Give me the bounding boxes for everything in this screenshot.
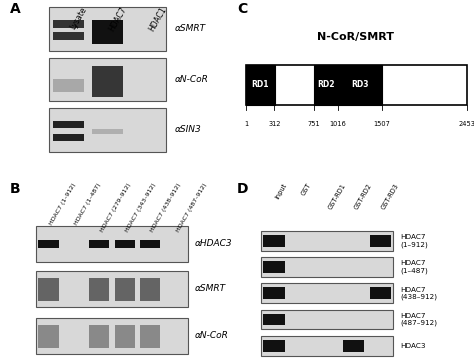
Text: RD2: RD2 xyxy=(317,81,335,89)
Text: HDAC7 (279–912): HDAC7 (279–912) xyxy=(99,182,131,233)
Bar xyxy=(53,79,84,92)
Bar xyxy=(140,240,160,248)
Text: HDAC7
(1–487): HDAC7 (1–487) xyxy=(401,260,428,274)
Bar xyxy=(38,240,59,248)
Text: αSMRT: αSMRT xyxy=(175,25,206,33)
Text: Input: Input xyxy=(274,182,288,200)
Bar xyxy=(246,65,467,105)
Text: RD3: RD3 xyxy=(351,81,368,89)
Bar xyxy=(140,278,160,301)
Bar xyxy=(92,66,123,97)
Text: αN-CoR: αN-CoR xyxy=(175,75,209,84)
Bar xyxy=(264,340,284,352)
Text: αSIN3: αSIN3 xyxy=(175,126,202,134)
Text: HDAC7 (343–912): HDAC7 (343–912) xyxy=(125,182,157,233)
Bar xyxy=(261,231,393,251)
Bar xyxy=(115,325,135,348)
Text: HDAC1: HDAC1 xyxy=(147,5,168,33)
Text: 2453: 2453 xyxy=(458,121,474,127)
Bar xyxy=(343,340,364,352)
Text: GST-RD3: GST-RD3 xyxy=(380,182,400,210)
Bar xyxy=(36,271,188,307)
Text: D: D xyxy=(237,182,248,196)
Text: RD1: RD1 xyxy=(252,81,269,89)
Bar xyxy=(264,261,284,273)
Text: C: C xyxy=(237,2,247,16)
Bar xyxy=(49,108,166,152)
Bar xyxy=(314,65,338,105)
Bar xyxy=(89,325,109,348)
Bar xyxy=(264,313,284,326)
Bar xyxy=(53,121,84,128)
Text: HDAC7 (438–912): HDAC7 (438–912) xyxy=(150,182,182,233)
Text: αHDAC3: αHDAC3 xyxy=(195,239,232,248)
Text: A: A xyxy=(9,2,20,16)
Bar xyxy=(261,336,393,356)
Text: B: B xyxy=(9,182,20,196)
Bar xyxy=(36,226,188,262)
Text: 1507: 1507 xyxy=(374,121,390,127)
Bar xyxy=(337,65,382,105)
Text: Lysate: Lysate xyxy=(68,5,88,31)
Bar xyxy=(92,129,123,134)
Bar xyxy=(53,20,84,28)
Text: N-CoR/SMRT: N-CoR/SMRT xyxy=(317,32,394,43)
Text: 751: 751 xyxy=(308,121,320,127)
Bar xyxy=(38,325,59,348)
Bar xyxy=(246,65,274,105)
Bar xyxy=(38,278,59,301)
Text: αN-CoR: αN-CoR xyxy=(195,331,228,340)
Bar xyxy=(92,20,123,44)
Text: HDAC7
(487–912): HDAC7 (487–912) xyxy=(401,313,438,326)
Text: HDAC3: HDAC3 xyxy=(401,343,426,349)
Text: HDAC7
(438–912): HDAC7 (438–912) xyxy=(401,287,438,300)
Bar xyxy=(264,235,284,247)
Bar xyxy=(49,58,166,101)
Bar xyxy=(115,240,135,248)
Text: 1: 1 xyxy=(245,121,248,127)
Bar xyxy=(264,287,284,299)
Bar xyxy=(53,134,84,141)
Bar xyxy=(49,7,166,51)
Bar xyxy=(36,318,188,354)
Bar xyxy=(53,32,84,40)
Bar xyxy=(370,287,391,299)
Bar xyxy=(261,310,393,330)
Bar xyxy=(89,240,109,248)
Text: HDAC7 (487–912): HDAC7 (487–912) xyxy=(175,182,208,233)
Bar xyxy=(261,257,393,277)
Text: 1016: 1016 xyxy=(329,121,346,127)
Bar xyxy=(115,278,135,301)
Text: HDAC7 (1–912): HDAC7 (1–912) xyxy=(48,182,76,226)
Text: GST-RD2: GST-RD2 xyxy=(354,182,374,210)
Bar xyxy=(140,325,160,348)
Bar xyxy=(261,283,393,303)
Text: HDAC7: HDAC7 xyxy=(108,5,129,33)
Text: 312: 312 xyxy=(268,121,281,127)
Text: αSMRT: αSMRT xyxy=(195,284,226,293)
Text: GST-RD1: GST-RD1 xyxy=(327,182,346,210)
Bar xyxy=(89,278,109,301)
Text: HDAC7 (1–487): HDAC7 (1–487) xyxy=(74,182,102,226)
Bar xyxy=(370,235,391,247)
Text: GST: GST xyxy=(301,182,312,197)
Text: HDAC7
(1–912): HDAC7 (1–912) xyxy=(401,234,428,248)
